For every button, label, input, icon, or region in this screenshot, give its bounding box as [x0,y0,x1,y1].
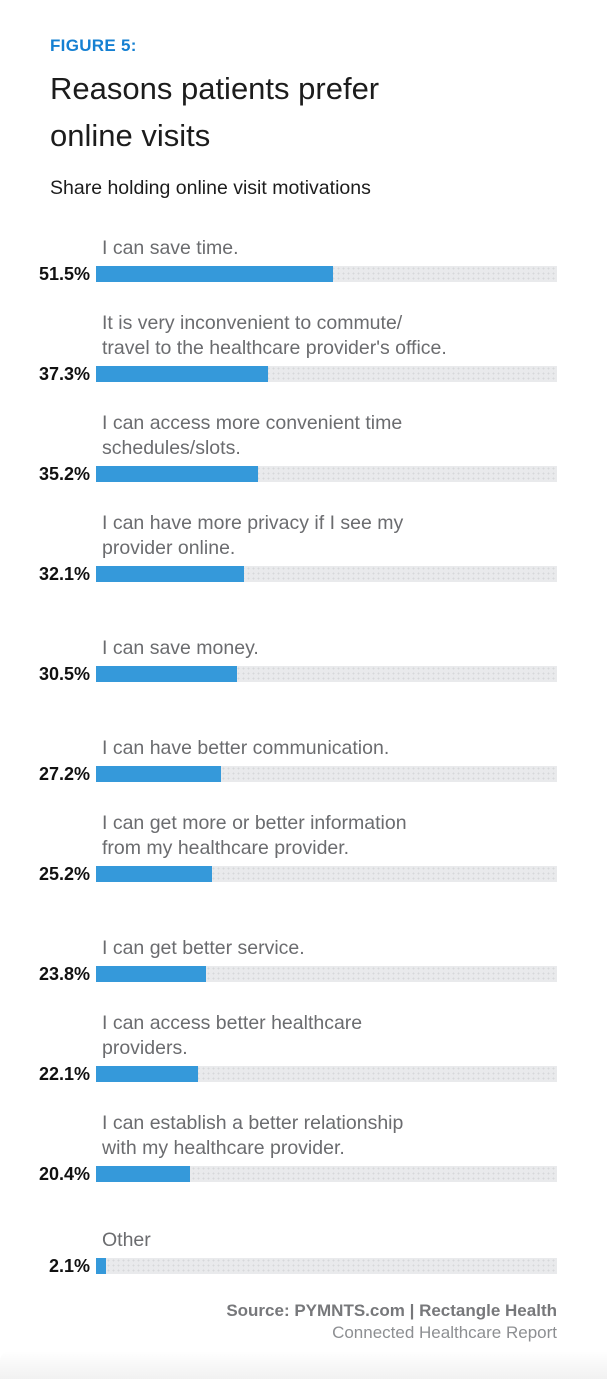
bar-value-label: 30.5% [38,664,90,684]
bar-value-label: 32.1% [38,564,90,584]
bar-fill [96,1258,106,1274]
bar-fill [96,1166,191,1182]
bar-value-label: 20.4% [38,1164,90,1184]
bar-fill [96,866,213,882]
bar-row: Other 2.1% [0,1182,557,1276]
bar-row: I can save time. 51.5% [0,212,557,284]
bar-category-label: I can have more privacy if I see my provi… [102,512,404,559]
bar-value-label: 27.2% [38,764,90,784]
bar-category-label: Other [102,1229,151,1251]
bar-value-label: 2.1% [48,1256,90,1276]
bar-row: I can save money. 30.5% [0,582,557,684]
bar-track [96,366,557,382]
bar-line: 32.1% [0,564,557,584]
bar-line: 20.4% [0,1164,557,1184]
bar-fill [96,466,259,482]
chart-subtitle: Share holding online visit motivations [50,177,371,199]
bar-track [96,666,557,682]
bar-track [96,766,557,782]
bar-value-label: 22.1% [38,1064,90,1084]
report-line: Connected Healthcare Report [332,1323,557,1342]
bar-track [96,466,557,482]
bar-fill [96,966,206,982]
bar-fill [96,1066,198,1082]
bar-fill [96,766,222,782]
bar-line: 27.2% [0,764,557,784]
bar-row: I can establish a better relationship wit… [0,1082,557,1184]
bar-row: I can have more privacy if I see my provi… [0,482,557,584]
bar-track [96,566,557,582]
bar-line: 35.2% [0,464,557,484]
source-attribution: Source: PYMNTS.com | Rectangle Health Co… [0,1300,557,1344]
bar-category-label: I can save money. [102,637,259,659]
bar-row: I can get more or better information from… [0,782,557,884]
bar-fill [96,566,244,582]
bar-track [96,866,557,882]
bar-row: I can access better healthcare providers.… [0,982,557,1084]
bar-line: 37.3% [0,364,557,384]
bar-line: 22.1% [0,1064,557,1084]
bar-row: It is very inconvenient to commute/trave… [0,282,557,384]
bar-line: 51.5% [0,264,557,284]
bar-track [96,266,557,282]
bar-line: 25.2% [0,864,557,884]
bar-track [96,1258,557,1274]
bar-track [96,966,557,982]
bar-category-label: It is very inconvenient to commute/trave… [102,312,447,359]
bar-category-label: I can get better service. [102,937,305,959]
bar-fill [96,366,268,382]
bar-category-label: I can access better healthcare providers. [102,1012,363,1059]
bar-line: 23.8% [0,964,557,984]
bar-value-label: 37.3% [38,364,90,384]
bar-chart: I can save time. 51.5% It is very inconv… [0,212,557,1276]
page-title: Reasons patients prefer online visits [50,71,380,153]
bar-row: I can have better communication. 27.2% [0,682,557,784]
bar-track [96,1166,557,1182]
bar-value-label: 25.2% [38,864,90,884]
bar-category-label: I can get more or better information from… [102,812,407,859]
bar-value-label: 23.8% [38,964,90,984]
bar-track [96,1066,557,1082]
bar-fill [96,266,334,282]
bar-row: I can get better service. 23.8% [0,882,557,984]
bar-value-label: 51.5% [38,264,90,284]
bar-category-label: I can save time. [102,237,239,259]
bar-category-label: I can have better communication. [102,737,390,759]
bar-category-label: I can access more convenient time schedul… [102,412,403,459]
page-bottom-shadow [0,1351,607,1379]
bar-line: 2.1% [0,1256,557,1276]
bar-value-label: 35.2% [38,464,90,484]
source-line: Source: PYMNTS.com | Rectangle Health [226,1301,557,1320]
bar-row: I can access more convenient time schedul… [0,382,557,484]
bar-fill [96,666,237,682]
figure-number-label: FIGURE 5: [50,36,137,55]
bar-line: 30.5% [0,664,557,684]
bar-category-label: I can establish a better relationship wit… [102,1112,404,1159]
